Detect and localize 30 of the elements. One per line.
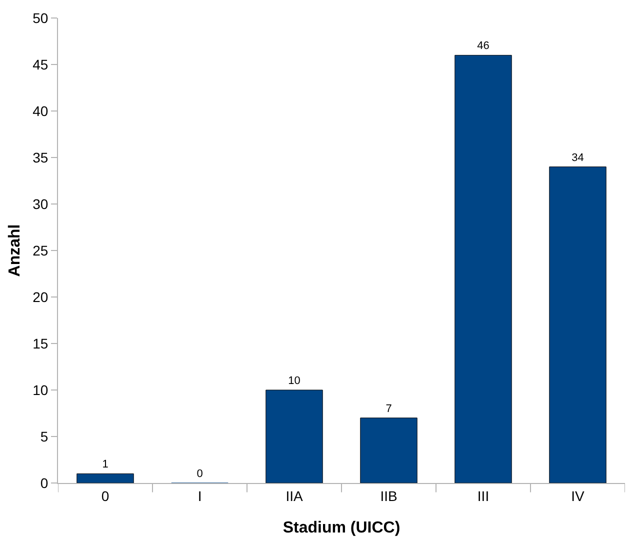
y-tick-label: 5 bbox=[40, 428, 48, 444]
y-tick-label: 50 bbox=[32, 10, 48, 26]
y-tick-label: 30 bbox=[32, 196, 48, 212]
y-tick-label: 20 bbox=[32, 288, 48, 305]
x-tick-label: III bbox=[477, 488, 490, 504]
y-tick-label: 10 bbox=[32, 382, 48, 398]
y-tick-label: 35 bbox=[32, 149, 48, 166]
x-tick-label: IIA bbox=[286, 488, 304, 504]
data-label: 34 bbox=[572, 152, 584, 164]
data-label: 1 bbox=[102, 458, 108, 471]
x-axis-title: Stadium (UICC) bbox=[282, 520, 400, 536]
bar bbox=[266, 390, 323, 483]
bar bbox=[454, 54, 512, 483]
y-tick-label: 0 bbox=[40, 474, 48, 491]
data-label: 10 bbox=[288, 375, 300, 387]
data-label: 46 bbox=[477, 40, 490, 52]
bar bbox=[549, 166, 606, 483]
y-tick-label: 15 bbox=[32, 335, 48, 352]
x-tick-label: IV bbox=[571, 488, 586, 504]
y-tick-label: 25 bbox=[32, 242, 48, 258]
y-tick-label: 40 bbox=[32, 102, 48, 119]
bar bbox=[360, 418, 418, 483]
y-tick-label: 45 bbox=[32, 56, 48, 72]
data-label: 7 bbox=[386, 402, 392, 415]
x-tick-label: IIB bbox=[380, 488, 398, 504]
bar bbox=[76, 473, 134, 483]
x-tick-label: 0 bbox=[101, 488, 110, 504]
x-tick-label: I bbox=[198, 488, 202, 504]
data-label: 0 bbox=[196, 468, 203, 480]
y-axis-title: Anzahl bbox=[6, 224, 24, 277]
